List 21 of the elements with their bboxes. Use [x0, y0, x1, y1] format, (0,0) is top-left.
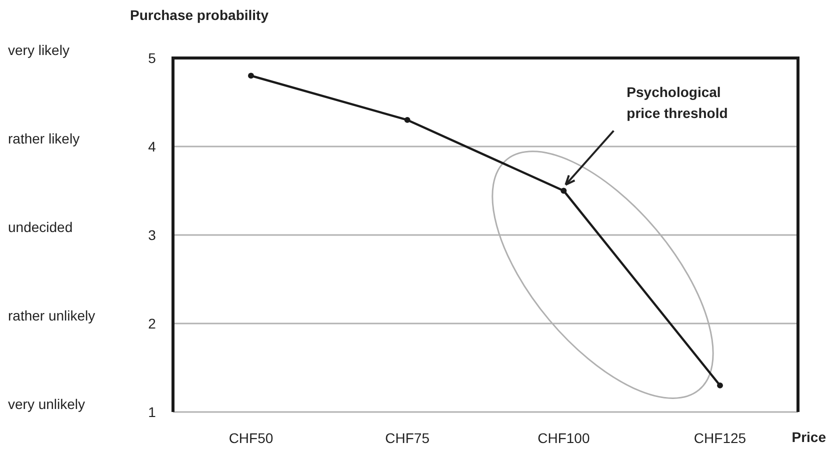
x-tick-label: CHF75 — [385, 430, 430, 446]
x-tick-label: CHF125 — [694, 430, 746, 446]
text: very likely — [8, 42, 70, 58]
text: rather unlikely — [8, 307, 96, 324]
point — [404, 116, 410, 123]
x-tick-label: CHF50 — [228, 430, 274, 446]
point — [717, 382, 723, 388]
y-tick-label: 5 — [148, 50, 156, 66]
point — [248, 72, 254, 79]
y-axis-title: Purchase probability — [130, 7, 269, 23]
text: undecided — [8, 218, 73, 235]
y-tick-label: 3 — [148, 226, 156, 243]
text: very unlikely — [8, 396, 86, 412]
point — [560, 188, 567, 194]
annotation: Psychological price threshold — [626, 84, 728, 121]
y-tick-label: 4 — [148, 138, 156, 154]
x-tick-label: CHF100 — [538, 430, 590, 446]
text: rather likely — [8, 130, 80, 146]
y-tick-label: 1 — [148, 404, 156, 420]
x-axis-title: Price — [792, 429, 826, 445]
y-tick-label: 2 — [148, 315, 156, 332]
